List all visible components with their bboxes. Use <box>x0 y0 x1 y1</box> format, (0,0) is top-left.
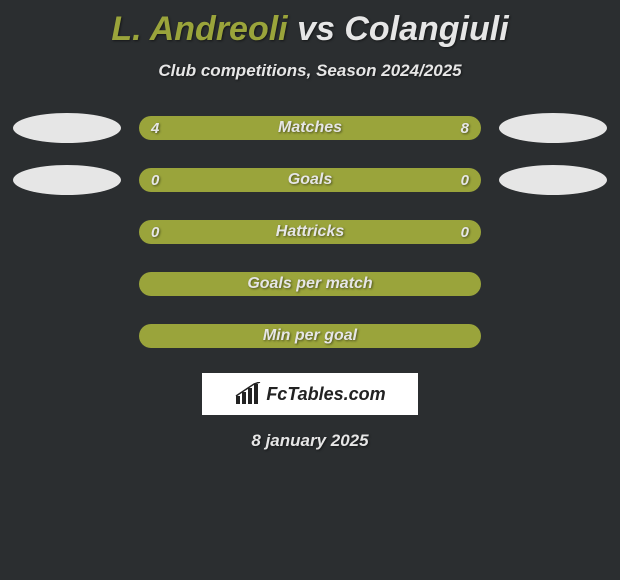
stat-label: Matches <box>278 119 342 137</box>
stat-bar: 0 Hattricks 0 <box>139 220 481 244</box>
stat-row: Goals per match <box>0 269 620 299</box>
stat-row: 0 Hattricks 0 <box>0 217 620 247</box>
stat-bar: 4 Matches 8 <box>139 116 481 140</box>
player2-name: Colangiuli <box>344 10 508 48</box>
stat-rows: 4 Matches 8 0 Goals 0 0 Hattricks 0 Goal… <box>0 113 620 351</box>
snapshot-date: 8 january 2025 <box>0 431 620 451</box>
subtitle: Club competitions, Season 2024/2025 <box>0 61 620 81</box>
stat-value-right: 8 <box>445 120 469 137</box>
stat-bar: Min per goal <box>139 324 481 348</box>
fctables-logo: FcTables.com <box>202 373 418 415</box>
logo-text: FcTables.com <box>266 384 385 405</box>
stat-value-left: 0 <box>151 224 175 241</box>
stat-label: Goals per match <box>247 275 372 293</box>
stat-label: Hattricks <box>276 223 344 241</box>
player1-name: L. Andreoli <box>111 10 287 48</box>
stat-row: Min per goal <box>0 321 620 351</box>
stat-bar: Goals per match <box>139 272 481 296</box>
stat-value-right: 0 <box>445 172 469 189</box>
bar-chart-icon <box>234 382 262 406</box>
vs-separator: vs <box>288 10 345 48</box>
player1-badge <box>13 165 121 195</box>
player1-badge <box>13 113 121 143</box>
stat-value-left: 0 <box>151 172 175 189</box>
stat-label: Min per goal <box>263 327 357 345</box>
stat-row: 0 Goals 0 <box>0 165 620 195</box>
player2-badge <box>499 165 607 195</box>
comparison-title: L. Andreoli vs Colangiuli <box>0 0 620 49</box>
stat-value-left: 4 <box>151 120 175 137</box>
stat-label: Goals <box>288 171 332 189</box>
stat-bar: 0 Goals 0 <box>139 168 481 192</box>
stat-value-right: 0 <box>445 224 469 241</box>
stat-row: 4 Matches 8 <box>0 113 620 143</box>
player2-badge <box>499 113 607 143</box>
